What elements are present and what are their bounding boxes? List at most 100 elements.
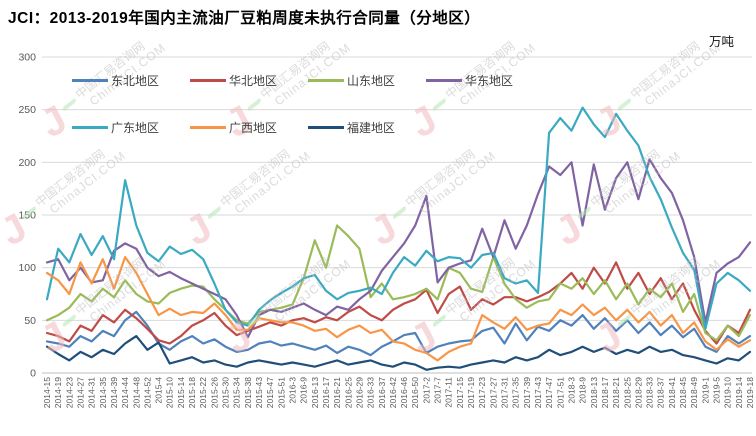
legend-swatch-icon <box>308 79 344 82</box>
x-tick-label: 2017-2 <box>421 377 431 404</box>
legend-label: 东北地区 <box>111 74 160 88</box>
y-tick-label: 300 <box>18 52 36 64</box>
legend-item-5: 广西地区 <box>190 119 308 136</box>
x-tick-label: 2015-51 <box>276 377 286 408</box>
x-tick-label: 2015-47 <box>265 377 275 408</box>
x-tick-label: 2017-31 <box>500 377 510 408</box>
x-tick-label: 2015-26 <box>209 377 219 408</box>
x-tick-label: 2016-33 <box>366 377 376 408</box>
x-tick-label: 2015-10 <box>165 377 175 408</box>
x-tick-label: 2017-35 <box>511 377 521 408</box>
x-tick-label: 2018-45 <box>678 377 688 408</box>
legend-label: 山东地区 <box>347 74 396 88</box>
legend-label: 广东地区 <box>111 121 160 135</box>
x-tick-label: 2018-25 <box>622 377 632 408</box>
series-line-3 <box>45 158 752 339</box>
x-tick-label: 2016-17 <box>321 377 331 408</box>
series-line-5 <box>45 256 752 362</box>
x-tick-label: 2016-46 <box>399 377 409 408</box>
x-tick-label: 2014-23 <box>64 377 74 408</box>
x-tick-label: 2019-1 <box>700 377 710 404</box>
x-tick-label: 2017-43 <box>533 377 543 408</box>
legend-swatch-icon <box>72 126 108 129</box>
x-tick-label: 2017-19 <box>466 377 476 408</box>
x-tick-label: 2015-38 <box>243 377 253 408</box>
x-tick-label: 2019-14 <box>734 377 744 408</box>
x-tick-label: 2017-47 <box>544 377 554 408</box>
legend-row: 广东地区 广西地区 福建地区 <box>72 119 544 136</box>
x-tick-label: 2017-27 <box>488 377 498 408</box>
chart-title: JCI：2013-2019年国内主流油厂豆粕周度未执行合同量（分地区） <box>8 10 481 27</box>
x-tick-label: 2015-34 <box>232 377 242 408</box>
x-tick-label: 2018-29 <box>633 377 643 408</box>
y-tick-label: 50 <box>24 315 36 327</box>
legend-item-1: 华北地区 <box>190 72 308 89</box>
x-tick-label: 2016-37 <box>377 377 387 408</box>
legend-swatch-icon <box>190 126 226 129</box>
x-tick-label: 2019-5 <box>712 377 722 404</box>
x-tick-label: 2014-27 <box>75 377 85 408</box>
legend-item-0: 东北地区 <box>72 72 190 89</box>
x-tick-label: 2017-11 <box>444 377 454 408</box>
series-line-6 <box>45 335 752 371</box>
x-tick-label: 2014-31 <box>87 377 97 408</box>
legend-item-3: 华东地区 <box>426 72 544 89</box>
x-tick-label: 2019-10 <box>723 377 733 408</box>
x-tick-label: 2015-18 <box>187 377 197 408</box>
x-tick-label: 2014-52 <box>142 377 152 408</box>
chart-legend: 东北地区 华北地区 山东地区 华东地区广东地区 广西地区 福建地区 <box>72 72 544 166</box>
legend-swatch-icon <box>308 126 344 129</box>
x-tick-label: 2017-7 <box>433 377 443 404</box>
legend-item-4: 广东地区 <box>72 119 190 136</box>
x-tick-label: 2018-21 <box>611 377 621 408</box>
x-tick-label: 2015-4 <box>154 377 164 404</box>
y-tick-label: 0 <box>30 368 36 380</box>
x-tick-label: 2017-15 <box>455 377 465 408</box>
x-tick-label: 2018-41 <box>667 377 677 408</box>
x-tick-label: 2017-51 <box>555 377 565 408</box>
y-tick-label: 250 <box>18 104 36 116</box>
series-line-2 <box>45 224 752 342</box>
series-line-0 <box>45 310 752 357</box>
x-tick-label: 2018-9 <box>578 377 588 404</box>
x-tick-label: 2015-22 <box>198 377 208 408</box>
x-tick-label: 2014-19 <box>53 377 63 408</box>
x-tick-label: 2016-3 <box>287 377 297 404</box>
x-tick-label: 2016-13 <box>310 377 320 408</box>
unit-label: 万吨 <box>708 35 734 49</box>
x-tick-label: 2014-48 <box>131 377 141 408</box>
x-tick-label: 2016-29 <box>354 377 364 408</box>
x-tick-label: 2018-37 <box>656 377 666 408</box>
x-tick-label: 2014-15 <box>42 377 52 408</box>
x-tick-label: 2016-25 <box>343 377 353 408</box>
legend-label: 华北地区 <box>229 74 278 88</box>
x-tick-label: 2017-23 <box>477 377 487 408</box>
x-tick-label: 2018-33 <box>645 377 655 408</box>
x-tick-label: 2017-39 <box>522 377 532 408</box>
legend-label: 华东地区 <box>465 74 514 88</box>
x-tick-label: 2015-14 <box>176 377 186 408</box>
legend-swatch-icon <box>426 79 462 82</box>
y-tick-label: 200 <box>18 157 36 169</box>
x-tick-label: 2014-35 <box>98 377 108 408</box>
x-tick-label: 2015-43 <box>254 377 264 408</box>
x-tick-label: 2014-44 <box>120 377 130 408</box>
legend-item-6: 福建地区 <box>308 119 426 136</box>
x-tick-label: 2018-17 <box>600 377 610 408</box>
x-tick-label: 2018-49 <box>689 377 699 408</box>
x-tick-label: 2016-50 <box>410 377 420 408</box>
x-tick-label: 2016-9 <box>299 377 309 404</box>
series-line-1 <box>45 261 752 345</box>
legend-row: 东北地区 华北地区 山东地区 华东地区 <box>72 72 544 89</box>
legend-item-2: 山东地区 <box>308 72 426 89</box>
legend-label: 广西地区 <box>229 121 278 135</box>
legend-swatch-icon <box>190 79 226 82</box>
x-tick-label: 2014-39 <box>109 377 119 408</box>
x-tick-label: 2018-13 <box>589 377 599 408</box>
legend-swatch-icon <box>72 79 108 82</box>
series-line-4 <box>45 106 752 330</box>
y-tick-label: 150 <box>18 210 36 222</box>
x-tick-label: 2018-3 <box>566 377 576 404</box>
